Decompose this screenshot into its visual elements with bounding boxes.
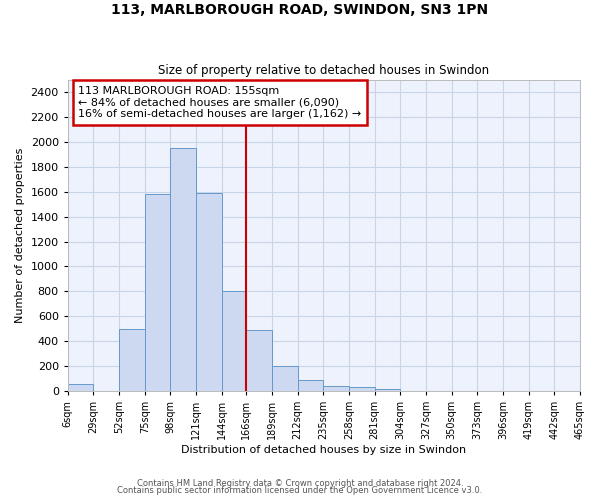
Bar — [247, 330, 272, 391]
Y-axis label: Number of detached properties: Number of detached properties — [15, 148, 25, 323]
Text: Contains HM Land Registry data © Crown copyright and database right 2024.: Contains HM Land Registry data © Crown c… — [137, 478, 463, 488]
Bar — [119, 328, 145, 391]
Bar — [298, 380, 323, 391]
Title: Size of property relative to detached houses in Swindon: Size of property relative to detached ho… — [158, 64, 490, 77]
X-axis label: Distribution of detached houses by size in Swindon: Distribution of detached houses by size … — [181, 445, 466, 455]
Bar — [349, 388, 374, 391]
Bar — [272, 366, 298, 391]
Bar — [323, 386, 349, 391]
Text: Contains public sector information licensed under the Open Government Licence v3: Contains public sector information licen… — [118, 486, 482, 495]
Bar — [170, 148, 196, 391]
Bar — [68, 384, 94, 391]
Bar — [196, 193, 222, 391]
Bar — [222, 292, 247, 391]
Text: 113, MARLBOROUGH ROAD, SWINDON, SN3 1PN: 113, MARLBOROUGH ROAD, SWINDON, SN3 1PN — [112, 2, 488, 16]
Bar — [145, 194, 170, 391]
Text: 113 MARLBOROUGH ROAD: 155sqm
← 84% of detached houses are smaller (6,090)
16% of: 113 MARLBOROUGH ROAD: 155sqm ← 84% of de… — [78, 86, 361, 119]
Bar — [374, 388, 400, 391]
